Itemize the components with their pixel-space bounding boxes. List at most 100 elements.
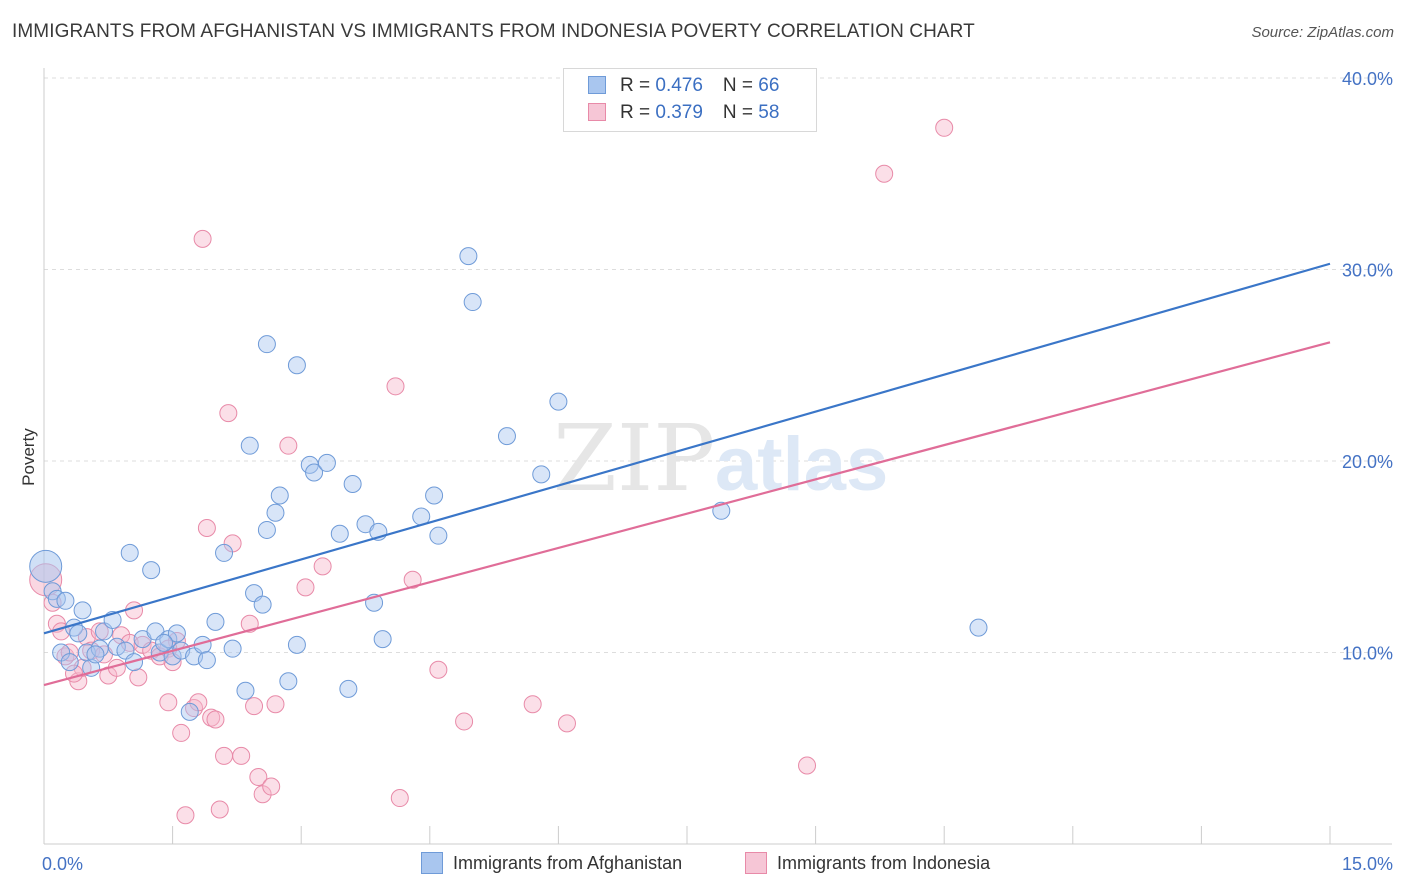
point-indonesia: [798, 756, 817, 775]
point-afghanistan: [549, 392, 568, 411]
point-afghanistan: [253, 595, 272, 614]
legend-r-label: R =: [620, 102, 656, 123]
point-afghanistan: [257, 520, 276, 539]
point-afghanistan: [236, 681, 255, 700]
point-afghanistan: [270, 486, 289, 505]
point-afghanistan: [287, 356, 306, 375]
point-afghanistan: [317, 453, 336, 472]
point-indonesia: [455, 712, 474, 731]
point-afghanistan: [266, 503, 285, 522]
point-indonesia: [249, 767, 268, 786]
point-afghanistan: [339, 679, 358, 698]
legend-r-value: 0.476: [655, 75, 703, 96]
point-afghanistan: [56, 591, 75, 610]
point-afghanistan: [240, 436, 259, 455]
point-indonesia: [262, 777, 281, 796]
point-indonesia: [215, 746, 234, 765]
trend-line-afghanistan: [43, 262, 1331, 635]
legend-row-indonesia: R = 0.379 N = 58: [588, 102, 779, 128]
point-afghanistan: [142, 561, 161, 580]
point-indonesia: [386, 377, 405, 396]
point-afghanistan: [107, 637, 126, 656]
y-tick-labels: 10.0% 20.0% 30.0% 40.0%: [1342, 69, 1393, 664]
legend-r-label: R =: [620, 75, 656, 96]
point-afghanistan: [223, 639, 242, 658]
legend-n-value: 58: [758, 102, 780, 123]
y-tick-label: 30.0%: [1342, 261, 1393, 281]
point-indonesia: [245, 697, 264, 716]
bottom-legend-label: Immigrants from Indonesia: [777, 853, 991, 873]
y-tick-label: 10.0%: [1342, 644, 1393, 664]
y-tick-label: 40.0%: [1342, 69, 1393, 89]
point-afghanistan: [373, 630, 392, 649]
legend-swatch-blue: [588, 76, 606, 94]
point-indonesia: [232, 746, 251, 765]
point-afghanistan: [155, 633, 174, 652]
point-indonesia: [206, 710, 225, 729]
point-afghanistan: [425, 486, 444, 505]
point-indonesia: [279, 436, 298, 455]
point-indonesia: [935, 118, 954, 137]
point-indonesia: [197, 519, 216, 538]
axes: [43, 68, 1392, 845]
point-afghanistan: [459, 247, 478, 266]
bottom-legend-swatch-blue: [421, 852, 443, 874]
point-afghanistan: [969, 618, 988, 637]
point-afghanistan: [180, 702, 199, 721]
point-afghanistan: [343, 474, 362, 493]
series-afghanistan-points: [29, 247, 988, 721]
point-afghanistan: [497, 427, 516, 446]
point-indonesia: [210, 800, 229, 819]
grid-lines: [44, 77, 1392, 653]
point-indonesia: [172, 723, 191, 742]
legend-swatch-pink: [588, 103, 606, 121]
source-label: Source: ZipAtlas.com: [1251, 24, 1394, 41]
point-indonesia: [193, 229, 212, 248]
x-tick-labels: 0.0% 15.0%: [42, 854, 1393, 874]
y-axis-label: Poverty: [19, 428, 38, 486]
point-afghanistan: [215, 543, 234, 562]
watermark: ZIP atlas: [553, 405, 888, 512]
bottom-legend-label: Immigrants from Afghanistan: [453, 853, 683, 873]
point-indonesia: [129, 668, 148, 687]
legend-row-afghanistan: R = 0.476 N = 66: [588, 75, 779, 101]
legend-n-label: N =: [722, 102, 759, 123]
point-indonesia: [176, 806, 195, 825]
point-indonesia: [313, 557, 332, 576]
x-tick-label: 15.0%: [1342, 854, 1393, 874]
point-indonesia: [125, 601, 144, 620]
point-indonesia: [403, 570, 422, 589]
point-afghanistan: [206, 612, 225, 631]
bottom-legend-afghanistan: Immigrants from Afghanistan: [421, 852, 682, 874]
legend-n-label: N =: [722, 75, 759, 96]
legend-r-value: 0.379: [655, 102, 703, 123]
point-afghanistan: [287, 635, 306, 654]
point-indonesia: [219, 404, 238, 423]
point-afghanistan: [257, 335, 276, 354]
point-afghanistan: [69, 624, 88, 643]
watermark-zip: ZIP: [553, 405, 715, 512]
point-afghanistan: [429, 526, 448, 545]
point-indonesia: [266, 695, 285, 714]
point-indonesia: [296, 578, 315, 597]
point-afghanistan: [463, 293, 482, 312]
point-afghanistan: [73, 601, 92, 620]
point-afghanistan: [120, 543, 139, 562]
x-tick-label: 0.0%: [42, 854, 83, 874]
point-afghanistan: [167, 624, 186, 643]
point-afghanistan: [279, 672, 298, 691]
point-afghanistan: [29, 549, 63, 583]
point-indonesia: [557, 714, 576, 733]
trend-line-indonesia: [43, 341, 1331, 687]
point-afghanistan: [532, 465, 551, 484]
point-indonesia: [133, 635, 152, 654]
point-indonesia: [390, 789, 409, 808]
point-afghanistan: [60, 653, 79, 672]
chart-title: IMMIGRANTS FROM AFGHANISTAN VS IMMIGRANT…: [12, 21, 975, 42]
point-indonesia: [875, 164, 894, 183]
point-afghanistan: [330, 524, 349, 543]
bottom-legend-swatch-pink: [745, 852, 767, 874]
point-afghanistan: [197, 651, 216, 670]
point-afghanistan: [305, 463, 324, 482]
